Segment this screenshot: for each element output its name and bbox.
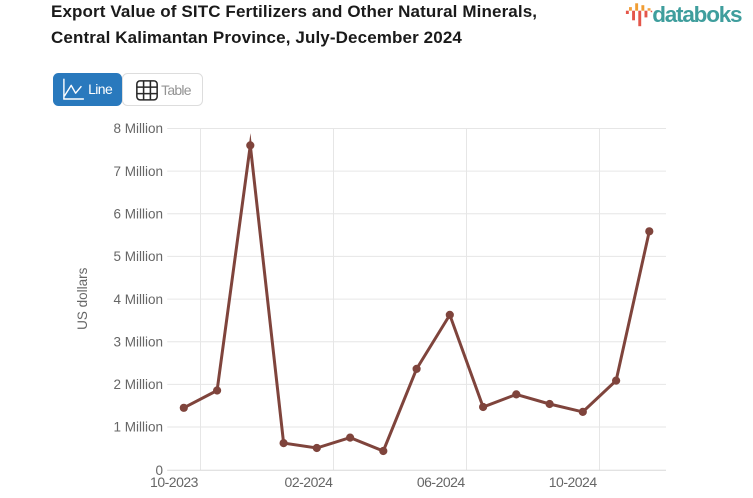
svg-text:10-2023: 10-2023 [150, 474, 199, 490]
svg-text:1 Million: 1 Million [113, 420, 163, 435]
svg-text:0: 0 [155, 463, 163, 478]
svg-text:5 Million: 5 Million [113, 249, 163, 264]
svg-text:10-2024: 10-2024 [549, 474, 598, 490]
svg-text:8 Million: 8 Million [113, 121, 163, 136]
svg-text:US dollars: US dollars [75, 267, 90, 330]
svg-text:3 Million: 3 Million [113, 334, 163, 349]
svg-text:6 Million: 6 Million [113, 207, 163, 222]
svg-text:2 Million: 2 Million [113, 377, 163, 392]
svg-text:06-2024: 06-2024 [417, 474, 466, 490]
svg-text:02-2024: 02-2024 [285, 474, 334, 490]
svg-text:4 Million: 4 Million [113, 292, 163, 307]
svg-text:7 Million: 7 Million [113, 164, 163, 179]
